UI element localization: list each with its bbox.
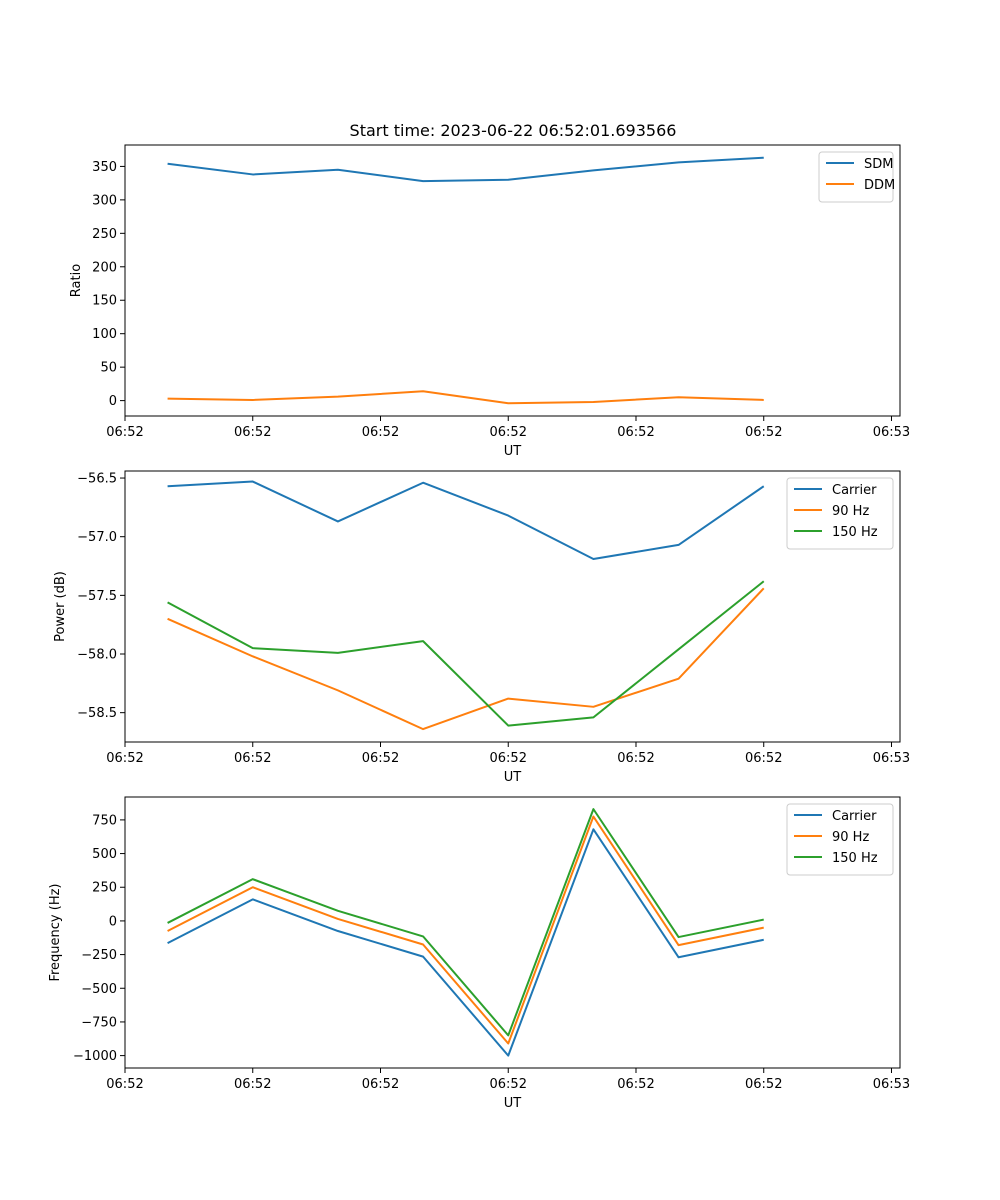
- x-tick-label: 06:52: [362, 751, 399, 766]
- legend-label: SDM: [864, 157, 893, 172]
- chart-panel-3: 06:52 06:52 06:52 06:52 06:52 06:52 06:53 −1000…: [48, 796, 910, 1111]
- x-tick-label: 06:52: [490, 751, 527, 766]
- x-tick-label: 06:52: [106, 425, 143, 440]
- y-tick-label: −58.0: [77, 648, 117, 663]
- x-tick-label: 06:52: [234, 751, 271, 766]
- legend-label: 90 Hz: [832, 504, 869, 519]
- y-tick-label: −58.5: [77, 706, 117, 721]
- x-tick-label: 06:52: [490, 1077, 527, 1092]
- chart-panel-1: 06:52 06:52 06:52 06:52 06:52 06:52 06:53 0 50 10…: [69, 144, 910, 459]
- x-tick-label: 06:52: [106, 751, 143, 766]
- x-tick-label: 06:52: [617, 1077, 654, 1092]
- legend-label: DDM: [864, 178, 895, 193]
- x-tick-label: 06:52: [362, 425, 399, 440]
- x-tick-label: 06:52: [745, 425, 782, 440]
- series-line-carrier: [167, 828, 764, 1057]
- x-tick-label: 06:52: [234, 425, 271, 440]
- series-line-sdm: [167, 156, 764, 183]
- y-tick-label: 100: [92, 327, 117, 342]
- y-tick-label: 250: [92, 881, 117, 896]
- chart-title: Start time: 2023-06-22 06:52:01.693566: [350, 121, 677, 140]
- x-tick-label: 06:52: [617, 751, 654, 766]
- series-line-90-hz: [167, 815, 764, 1045]
- y-tick-label: −250: [81, 948, 117, 963]
- x-tick-label: 06:52: [362, 1077, 399, 1092]
- x-tick-label: 06:53: [873, 1077, 910, 1092]
- y-tick-label: −57.0: [77, 530, 117, 545]
- y-tick-label: −56.5: [77, 472, 117, 487]
- legend: SDM DDM: [818, 151, 895, 203]
- legend-box: [818, 151, 894, 203]
- y-tick-label: 0: [109, 914, 117, 929]
- chart-panel-2: 06:52 06:52 06:52 06:52 06:52 06:52 06:53 −58.5…: [53, 470, 910, 785]
- x-tick-label: 06:53: [873, 425, 910, 440]
- x-tick-label: 06:53: [873, 751, 910, 766]
- y-tick-label: 50: [100, 361, 117, 376]
- legend-label: Carrier: [832, 483, 877, 498]
- x-tick-label: 06:52: [234, 1077, 271, 1092]
- series-line-ddm: [167, 390, 764, 405]
- y-axis-label: Ratio: [69, 264, 84, 297]
- legend-label: 150 Hz: [832, 851, 878, 866]
- y-tick-label: −750: [81, 1015, 117, 1030]
- legend-label: Carrier: [832, 809, 877, 824]
- x-axis-label: UT: [504, 1096, 522, 1111]
- axes-frame: [124, 470, 901, 743]
- y-tick-label: 0: [109, 394, 117, 409]
- legend-label: 90 Hz: [832, 830, 869, 845]
- y-tick-label: −500: [81, 982, 117, 997]
- axes-frame: [124, 796, 901, 1069]
- series-line-carrier: [167, 480, 765, 560]
- y-tick-label: −57.5: [77, 589, 117, 604]
- x-tick-label: 06:52: [745, 751, 782, 766]
- y-tick-label: 200: [92, 260, 117, 275]
- series-line-90-hz: [167, 587, 765, 731]
- y-tick-label: 500: [92, 847, 117, 862]
- x-axis-label: UT: [504, 770, 522, 785]
- x-tick-label: 06:52: [490, 425, 527, 440]
- y-tick-label: 250: [92, 227, 117, 242]
- y-tick-label: 150: [92, 294, 117, 309]
- y-tick-label: −1000: [73, 1049, 117, 1064]
- legend: Carrier 90 Hz 150 Hz: [786, 477, 894, 550]
- series-line-150-hz: [167, 580, 765, 727]
- x-tick-label: 06:52: [106, 1077, 143, 1092]
- x-tick-label: 06:52: [617, 425, 654, 440]
- x-axis-label: UT: [504, 444, 522, 459]
- y-axis-label: Frequency (Hz): [48, 883, 63, 981]
- legend-label: 150 Hz: [832, 525, 878, 540]
- legend: Carrier 90 Hz 150 Hz: [786, 803, 894, 876]
- series-line-150-hz: [167, 808, 764, 1037]
- y-tick-label: 750: [92, 813, 117, 828]
- x-tick-label: 06:52: [745, 1077, 782, 1092]
- y-axis-label: Power (dB): [53, 571, 68, 642]
- y-tick-label: 300: [92, 193, 117, 208]
- axes-frame: [124, 144, 901, 417]
- y-tick-label: 350: [92, 160, 117, 175]
